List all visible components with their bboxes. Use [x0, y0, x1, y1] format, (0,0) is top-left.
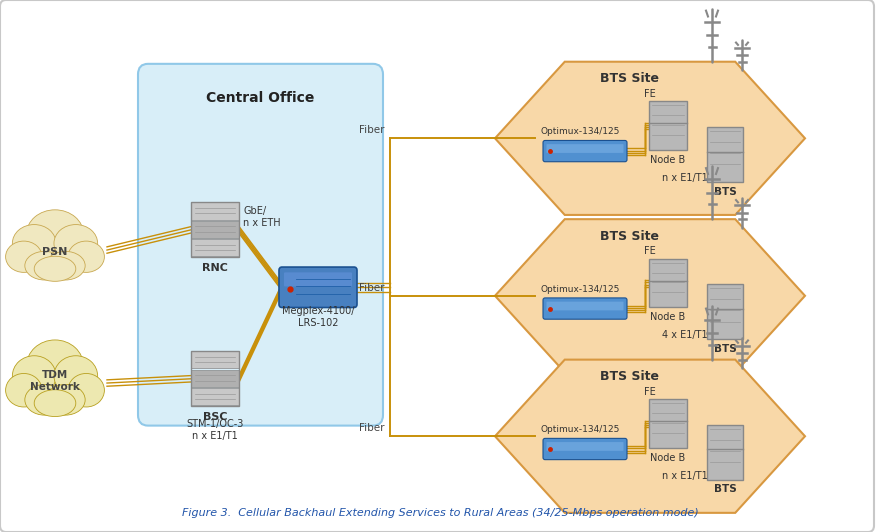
Text: GbE/
n x ETH: GbE/ n x ETH	[243, 206, 280, 228]
Ellipse shape	[12, 356, 56, 396]
Ellipse shape	[34, 256, 76, 281]
Text: PSN: PSN	[42, 247, 67, 257]
Ellipse shape	[5, 373, 42, 407]
Text: Node B: Node B	[650, 155, 686, 164]
FancyBboxPatch shape	[547, 302, 624, 310]
Text: Fiber: Fiber	[359, 282, 385, 293]
FancyBboxPatch shape	[547, 144, 624, 153]
Text: Node B: Node B	[650, 453, 686, 462]
Ellipse shape	[54, 225, 97, 262]
Text: Optimux-134/125: Optimux-134/125	[540, 128, 619, 136]
Text: BTS: BTS	[714, 344, 737, 354]
Ellipse shape	[46, 385, 85, 415]
Text: Fiber: Fiber	[359, 423, 385, 433]
Text: n x E1/T1: n x E1/T1	[662, 173, 708, 182]
FancyBboxPatch shape	[543, 140, 627, 162]
Bar	[649, 101, 687, 150]
Ellipse shape	[25, 252, 64, 280]
Text: BTS Site: BTS Site	[601, 230, 660, 243]
Ellipse shape	[54, 356, 97, 396]
Text: STM-1/OC-3
n x E1/T1: STM-1/OC-3 n x E1/T1	[187, 419, 244, 440]
Bar	[191, 202, 239, 220]
Ellipse shape	[46, 252, 85, 280]
Text: Figure 3.  Cellular Backhaul Extending Services to Rural Areas (34/25-Mbps opera: Figure 3. Cellular Backhaul Extending Se…	[181, 508, 698, 518]
Bar	[191, 351, 239, 369]
Text: 4 x E1/T1: 4 x E1/T1	[662, 330, 708, 340]
Bar	[191, 202, 239, 257]
Bar	[649, 259, 687, 307]
Ellipse shape	[68, 373, 104, 407]
Ellipse shape	[12, 225, 56, 262]
Text: n x E1/T1: n x E1/T1	[662, 471, 708, 480]
FancyBboxPatch shape	[284, 272, 352, 286]
FancyBboxPatch shape	[138, 64, 383, 426]
Bar	[707, 127, 743, 182]
Bar	[191, 351, 239, 406]
Text: BTS: BTS	[714, 485, 737, 494]
Text: FE: FE	[644, 89, 656, 98]
Polygon shape	[495, 219, 805, 372]
Text: TDM
Network: TDM Network	[30, 370, 80, 392]
Ellipse shape	[5, 241, 42, 272]
Bar	[707, 284, 743, 339]
FancyBboxPatch shape	[543, 438, 627, 460]
Ellipse shape	[34, 390, 76, 417]
Text: Optimux-134/125: Optimux-134/125	[540, 426, 619, 434]
Text: RNC: RNC	[202, 263, 228, 273]
Text: Central Office: Central Office	[207, 91, 314, 105]
Polygon shape	[495, 360, 805, 513]
Ellipse shape	[26, 210, 83, 259]
FancyBboxPatch shape	[543, 298, 627, 319]
Bar	[191, 388, 239, 405]
Text: Optimux-134/125: Optimux-134/125	[540, 285, 619, 294]
Text: BTS Site: BTS Site	[601, 370, 660, 383]
Bar	[707, 425, 743, 480]
Bar	[191, 239, 239, 256]
Text: Node B: Node B	[650, 312, 686, 322]
Text: FE: FE	[644, 387, 656, 396]
Text: Megplex-4100/
LRS-102: Megplex-4100/ LRS-102	[282, 306, 354, 328]
Text: FE: FE	[644, 246, 656, 256]
Text: BTS: BTS	[714, 187, 737, 196]
Text: BSC: BSC	[202, 412, 227, 422]
Bar	[191, 370, 239, 387]
Bar	[649, 399, 687, 448]
Polygon shape	[495, 62, 805, 215]
FancyBboxPatch shape	[279, 267, 357, 307]
Ellipse shape	[25, 385, 64, 415]
Bar	[191, 221, 239, 238]
FancyBboxPatch shape	[547, 442, 624, 451]
Ellipse shape	[68, 241, 104, 272]
Ellipse shape	[26, 340, 83, 393]
Text: Fiber: Fiber	[359, 125, 385, 135]
Text: BTS Site: BTS Site	[601, 72, 660, 85]
